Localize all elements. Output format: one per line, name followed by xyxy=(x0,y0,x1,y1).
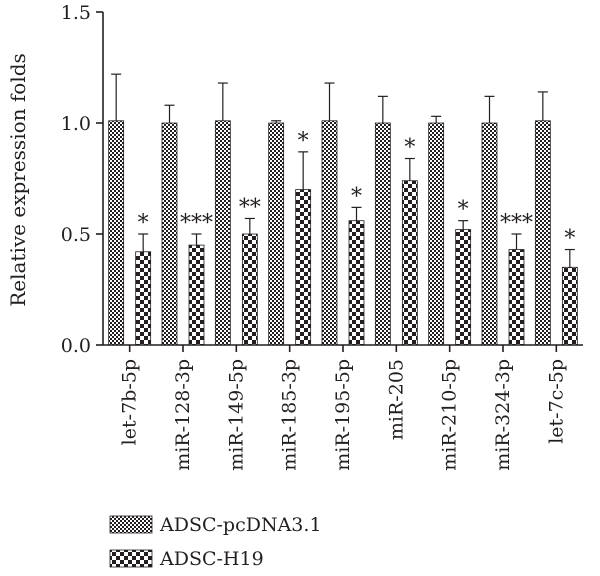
category-label: miR-324-3p xyxy=(492,359,514,471)
bar-h19 xyxy=(295,189,312,346)
bar-pcdna xyxy=(214,120,231,346)
bar-pcdna xyxy=(481,122,498,346)
category-label: let-7c-5p xyxy=(545,359,567,444)
category-label: miR-149-5p xyxy=(225,359,247,471)
category-label: let-7b-5p xyxy=(119,359,141,445)
bar-h19 xyxy=(135,251,152,346)
y-tick-label: 0.5 xyxy=(61,224,91,246)
significance-label: * xyxy=(298,129,309,154)
category-label: miR-128-3p xyxy=(172,359,194,471)
legend-swatch-0 xyxy=(109,515,153,534)
legend-item-0: ADSC-pcDNA3.1 xyxy=(109,514,322,536)
category-label: miR-195-5p xyxy=(332,359,354,471)
bar-pcdna xyxy=(321,120,338,346)
bar-pcdna xyxy=(374,122,391,346)
legend-label-0: ADSC-pcDNA3.1 xyxy=(159,514,322,536)
significance-label: *** xyxy=(500,211,533,236)
legend: ADSC-pcDNA3.1 ADSC-H19 xyxy=(109,514,322,570)
significance-label: * xyxy=(564,227,575,252)
legend-label-1: ADSC-H19 xyxy=(159,548,264,570)
significance-label: * xyxy=(351,184,362,209)
significance-markers: * ************* xyxy=(138,129,576,252)
significance-label: * xyxy=(458,198,469,223)
significance-label: ** xyxy=(239,195,261,220)
significance-label: * xyxy=(138,211,149,236)
y-axis-label: Relative expression folds xyxy=(6,53,30,307)
significance-label: *** xyxy=(180,211,213,236)
bar-h19 xyxy=(241,233,258,346)
bar-pcdna xyxy=(534,120,551,346)
bar-pcdna xyxy=(108,120,125,346)
y-tick-label: 1.5 xyxy=(61,2,91,24)
bar-h19 xyxy=(455,229,472,346)
bar-h19 xyxy=(508,249,525,346)
bar-h19 xyxy=(401,180,418,346)
bar-pcdna xyxy=(428,122,445,346)
legend-swatch-1 xyxy=(109,549,153,568)
category-labels: let-7b-5p miR-128-3p miR-149-5p miR-185-3p m… xyxy=(119,345,567,471)
legend-item-1: ADSC-H19 xyxy=(109,548,264,570)
bar-h19 xyxy=(348,220,365,346)
y-tick-label: 1.0 xyxy=(61,113,91,135)
category-label: miR-185-3p xyxy=(279,359,301,471)
significance-label: * xyxy=(404,136,415,161)
y-axis-ticks: 0.0 0.5 1.0 1.5 xyxy=(61,2,103,357)
bar-h19 xyxy=(188,244,205,346)
error-bars xyxy=(111,73,575,268)
category-label: miR-210-5p xyxy=(439,359,461,471)
bar-h19 xyxy=(561,266,578,346)
category-label: miR-205 xyxy=(385,359,407,440)
y-tick-label: 0.0 xyxy=(61,335,91,357)
bar-series xyxy=(108,120,578,346)
bar-pcdna xyxy=(161,122,178,346)
bar-pcdna xyxy=(268,122,285,346)
